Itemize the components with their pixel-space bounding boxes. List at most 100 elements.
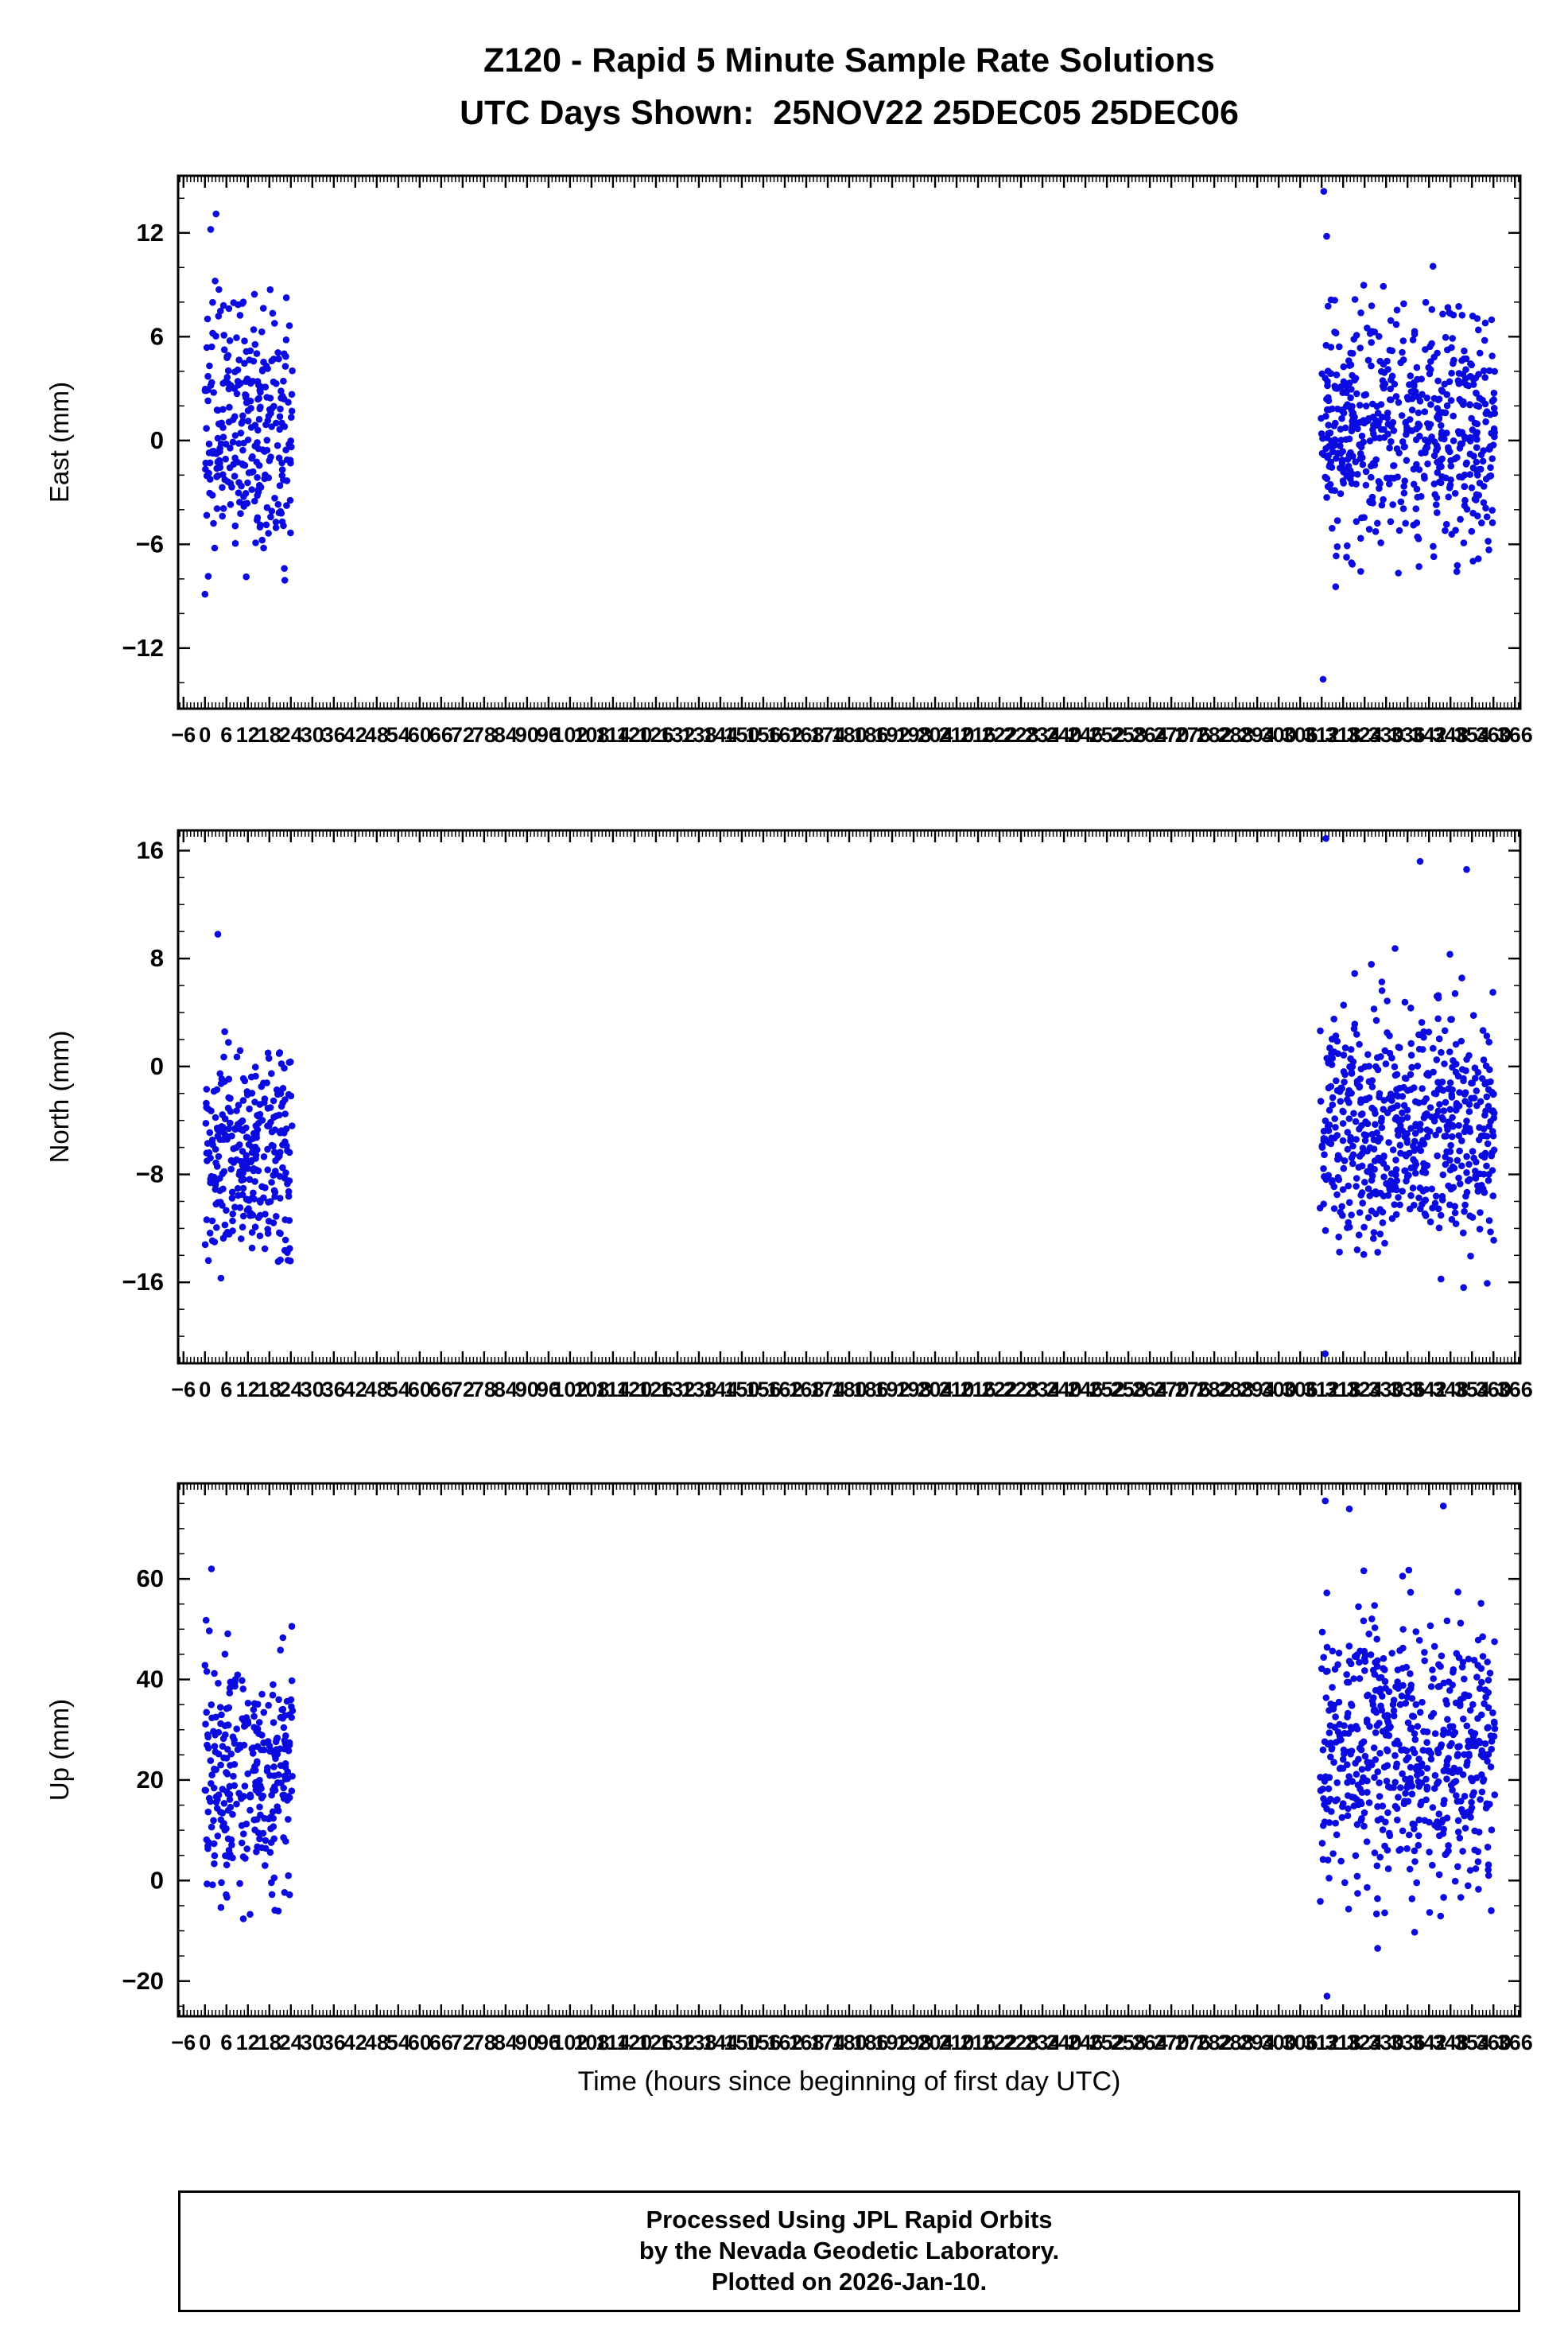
svg-text:270: 270	[1154, 723, 1190, 747]
svg-text:144: 144	[702, 1378, 738, 1401]
svg-text:174: 174	[809, 2031, 845, 2054]
svg-text:24: 24	[279, 2031, 303, 2054]
svg-text:258: 258	[1111, 1378, 1147, 1401]
up-points-layer	[201, 1497, 1499, 2000]
svg-text:324: 324	[1347, 1378, 1383, 1401]
svg-text:156: 156	[745, 2031, 781, 2054]
svg-text:138: 138	[681, 723, 716, 747]
svg-text:264: 264	[1132, 1378, 1168, 1401]
svg-text:204: 204	[918, 723, 953, 747]
svg-text:78: 78	[472, 723, 496, 747]
svg-text:144: 144	[702, 2031, 738, 2054]
footer-line-1: Processed Using JPL Rapid Orbits	[646, 2206, 1053, 2233]
svg-text:192: 192	[874, 1378, 910, 1401]
svg-text:60: 60	[408, 2031, 432, 2054]
svg-text:246: 246	[1068, 2031, 1104, 2054]
svg-text:252: 252	[1089, 723, 1125, 747]
svg-text:0: 0	[199, 1378, 211, 1401]
svg-text:0: 0	[199, 723, 211, 747]
svg-text:240: 240	[1046, 723, 1082, 747]
svg-text:324: 324	[1347, 723, 1383, 747]
svg-text:78: 78	[472, 1378, 496, 1401]
svg-text:54: 54	[386, 1378, 410, 1401]
svg-text:234: 234	[1025, 723, 1061, 747]
svg-text:348: 348	[1433, 1378, 1469, 1401]
svg-text:108: 108	[573, 723, 609, 747]
svg-text:366: 366	[1497, 723, 1533, 747]
svg-text:84: 84	[494, 2031, 518, 2054]
svg-text:30: 30	[301, 723, 324, 747]
svg-text:12: 12	[137, 219, 164, 247]
svg-text:342: 342	[1411, 723, 1447, 747]
processing-note-box: Processed Using JPL Rapid Orbits by the …	[178, 2190, 1520, 2312]
svg-text:126: 126	[638, 2031, 673, 2054]
svg-text:East (mm): East (mm)	[45, 382, 74, 503]
svg-text:90: 90	[515, 723, 539, 747]
svg-text:78: 78	[472, 2031, 496, 2054]
east-scatter-panel: −6 0 6 121824303642485460667278849096102108…	[45, 174, 1533, 747]
svg-text:150: 150	[724, 723, 759, 747]
svg-text:360: 360	[1476, 1378, 1512, 1401]
svg-text:12: 12	[236, 1378, 260, 1401]
svg-text:−6: −6	[171, 2031, 196, 2054]
svg-text:126: 126	[638, 1378, 673, 1401]
svg-text:90: 90	[515, 1378, 539, 1401]
svg-text:108: 108	[573, 2031, 609, 2054]
svg-text:210: 210	[939, 2031, 975, 2054]
svg-text:156: 156	[745, 723, 781, 747]
chart-subtitle-utc-days: UTC Days Shown: 25NOV22 25DEC05 25DEC06	[460, 94, 1239, 132]
svg-text:36: 36	[322, 1378, 346, 1401]
svg-text:348: 348	[1433, 2031, 1469, 2054]
svg-text:288: 288	[1218, 723, 1254, 747]
svg-text:192: 192	[874, 2031, 910, 2054]
svg-text:102: 102	[552, 1378, 588, 1401]
svg-text:330: 330	[1368, 1378, 1404, 1401]
svg-text:246: 246	[1068, 723, 1104, 747]
svg-text:282: 282	[1197, 1378, 1232, 1401]
svg-text:222: 222	[982, 723, 1018, 747]
svg-text:84: 84	[494, 723, 518, 747]
svg-text:30: 30	[301, 1378, 324, 1401]
svg-text:24: 24	[279, 1378, 303, 1401]
svg-text:144: 144	[702, 723, 738, 747]
svg-text:270: 270	[1154, 1378, 1190, 1401]
svg-text:20: 20	[137, 1766, 164, 1794]
svg-text:276: 276	[1175, 2031, 1211, 2054]
svg-text:258: 258	[1111, 2031, 1147, 2054]
svg-text:96: 96	[537, 2031, 561, 2054]
svg-text:120: 120	[616, 1378, 652, 1401]
svg-text:300: 300	[1261, 723, 1297, 747]
svg-text:252: 252	[1089, 2031, 1125, 2054]
svg-text:366: 366	[1497, 2031, 1533, 2054]
svg-text:42: 42	[343, 1378, 367, 1401]
svg-text:360: 360	[1476, 2031, 1512, 2054]
svg-text:204: 204	[918, 2031, 953, 2054]
svg-text:156: 156	[745, 1378, 781, 1401]
svg-text:216: 216	[961, 723, 996, 747]
svg-text:−16: −16	[122, 1268, 164, 1296]
svg-text:240: 240	[1046, 1378, 1082, 1401]
svg-text:198: 198	[895, 2031, 931, 2054]
svg-text:−20: −20	[122, 1967, 164, 1995]
svg-text:6: 6	[220, 1378, 232, 1401]
svg-text:168: 168	[788, 2031, 824, 2054]
svg-text:138: 138	[681, 1378, 716, 1401]
svg-text:342: 342	[1411, 1378, 1447, 1401]
x-axis-label: Time (hours since beginning of first day…	[577, 2066, 1121, 2097]
svg-text:Up (mm): Up (mm)	[45, 1699, 74, 1801]
svg-text:216: 216	[961, 1378, 996, 1401]
svg-text:294: 294	[1240, 1378, 1275, 1401]
svg-text:318: 318	[1325, 2031, 1361, 2054]
svg-text:294: 294	[1240, 723, 1275, 747]
svg-text:36: 36	[322, 723, 346, 747]
svg-text:0: 0	[199, 2031, 211, 2054]
svg-text:16: 16	[137, 836, 164, 864]
svg-text:288: 288	[1218, 1378, 1254, 1401]
svg-text:−6: −6	[136, 530, 164, 558]
svg-text:48: 48	[365, 723, 389, 747]
svg-text:12: 12	[236, 2031, 260, 2054]
svg-text:264: 264	[1132, 2031, 1168, 2054]
east-points-layer	[201, 188, 1499, 683]
svg-text:42: 42	[343, 2031, 367, 2054]
svg-text:228: 228	[1003, 2031, 1039, 2054]
